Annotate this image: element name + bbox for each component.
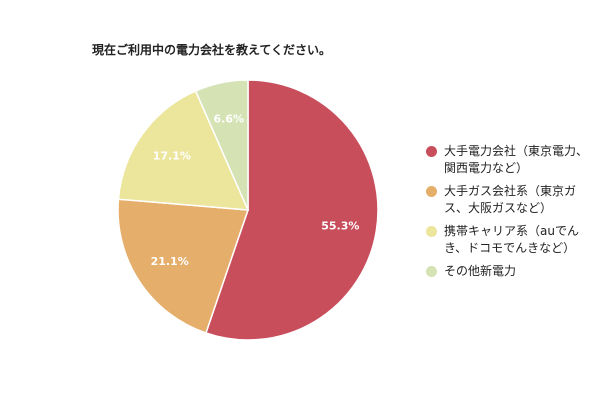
slice-gas[interactable] bbox=[117, 198, 250, 334]
slice-major-power[interactable] bbox=[204, 79, 379, 341]
legend-item-other[interactable]: その他新電力 bbox=[426, 263, 598, 280]
slice-value-label: 55.3% bbox=[321, 219, 359, 232]
legend-label: 大手ガス会社系（東京ガ ス、大阪ガスなど） bbox=[444, 184, 577, 215]
legend-swatch bbox=[426, 226, 437, 237]
legend-label: 大手電力会社（東京電力、 関西電力など） bbox=[444, 144, 589, 175]
legend-item-carrier[interactable]: 携帯キャリア系（auでん き、ドコモでんきなど） bbox=[426, 223, 598, 257]
slice-value-label: 17.1% bbox=[153, 150, 191, 163]
legend-item-major-power[interactable]: 大手電力会社（東京電力、 関西電力など） bbox=[426, 143, 598, 177]
slice-other[interactable] bbox=[194, 79, 249, 211]
legend-swatch bbox=[426, 186, 437, 197]
legend-swatch bbox=[426, 266, 437, 277]
slice-carrier[interactable] bbox=[117, 90, 250, 211]
slice-value-label: 21.1% bbox=[151, 255, 189, 268]
legend-label: 携帯キャリア系（auでん き、ドコモでんきなど） bbox=[444, 224, 579, 255]
legend-label: その他新電力 bbox=[444, 264, 517, 278]
legend: 大手電力会社（東京電力、 関西電力など） 大手ガス会社系（東京ガ ス、大阪ガスな… bbox=[426, 143, 598, 286]
legend-swatch bbox=[426, 146, 437, 157]
chart-title: 現在ご利用中の電力会社を教えてください。 bbox=[92, 43, 332, 57]
slice-value-label: 6.6% bbox=[213, 112, 244, 125]
legend-item-gas[interactable]: 大手ガス会社系（東京ガ ス、大阪ガスなど） bbox=[426, 183, 598, 217]
